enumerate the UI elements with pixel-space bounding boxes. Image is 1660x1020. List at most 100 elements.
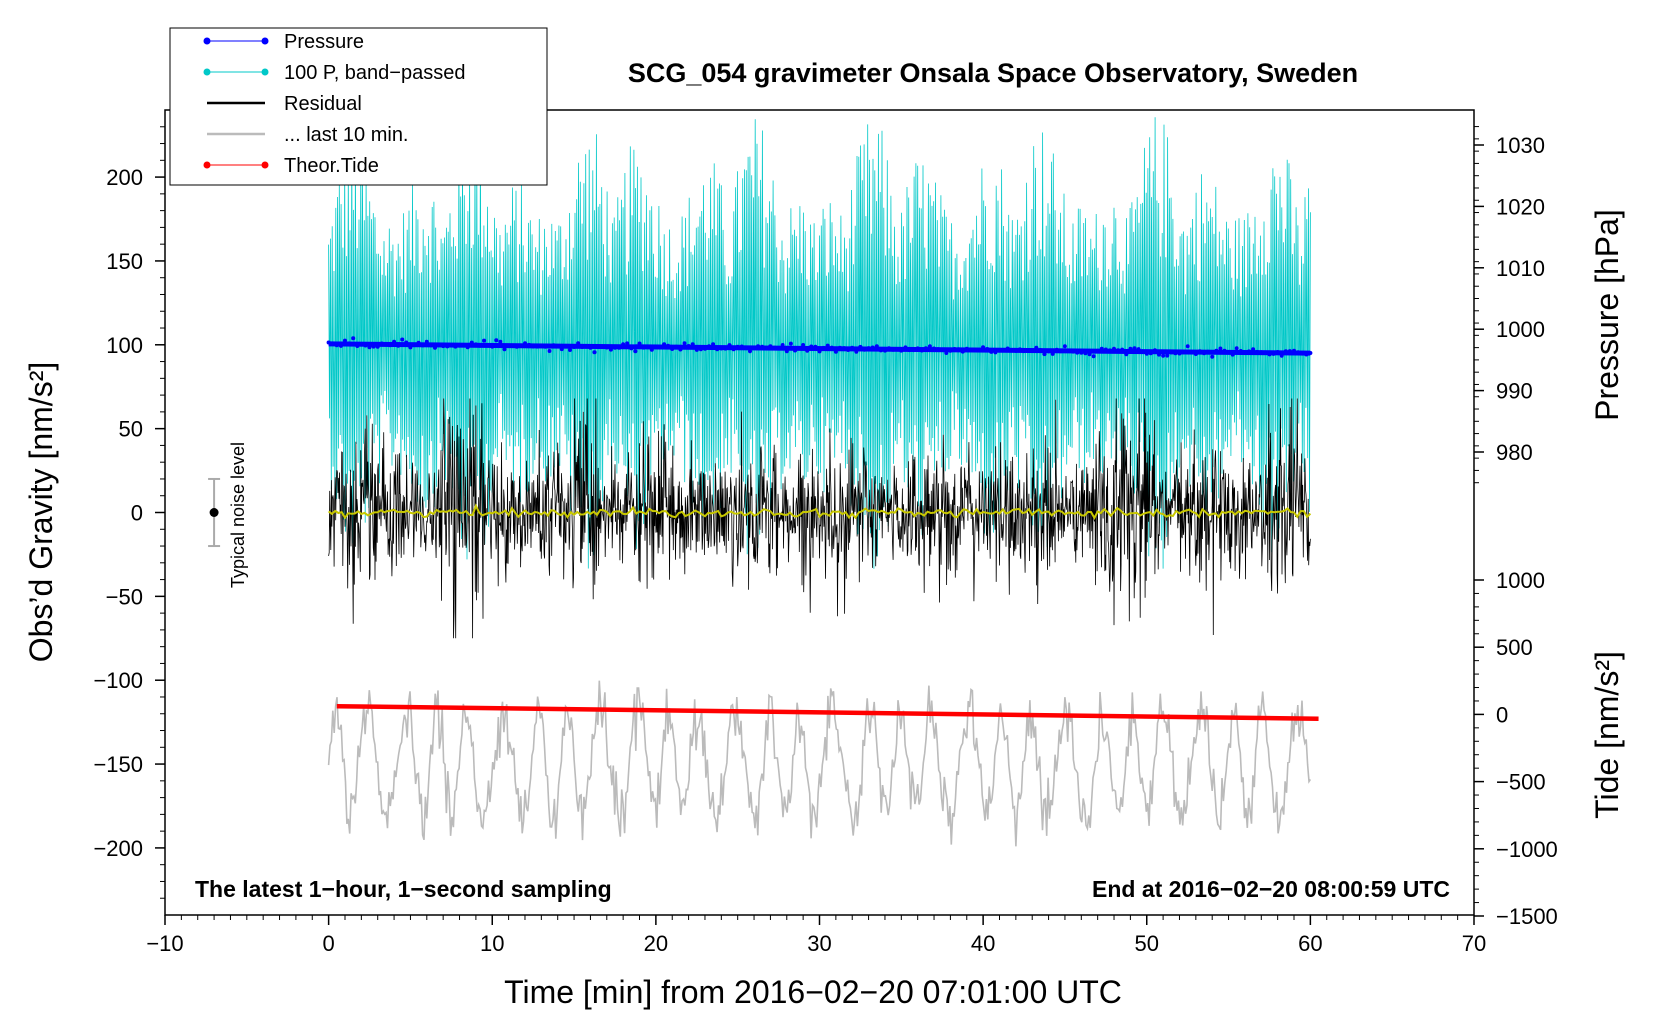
pressure-point	[932, 346, 936, 351]
pressure-point	[1144, 351, 1149, 356]
x-tick-label: 70	[1462, 931, 1486, 956]
pressure-point	[649, 347, 654, 352]
pressure-point	[383, 342, 388, 347]
pressure-point	[592, 350, 597, 355]
left-y-tick-label: −200	[93, 836, 143, 861]
pressure-point	[572, 345, 577, 349]
pressure-point	[707, 344, 712, 349]
pressure-point	[637, 341, 642, 346]
pressure-point	[355, 344, 360, 348]
tide-tick-label: 0	[1496, 702, 1508, 727]
x-axis-title: Time [min] from 2016−02−20 07:01:00 UTC	[504, 974, 1122, 1010]
pressure-point	[1279, 353, 1284, 358]
legend-dot	[203, 68, 211, 76]
pressure-point	[1287, 349, 1292, 354]
pressure-point	[686, 344, 691, 348]
tide-tick-label: −1000	[1496, 837, 1558, 862]
pressure-point	[1001, 348, 1006, 353]
pressure-point	[412, 343, 417, 348]
pressure-point	[1189, 350, 1194, 355]
pressure-point	[1034, 345, 1039, 350]
noise-indicator	[208, 477, 221, 548]
pressure-point	[478, 343, 482, 348]
pressure-point	[772, 345, 777, 350]
legend-label: ... last 10 min.	[284, 124, 409, 146]
pressure-point	[899, 348, 904, 353]
pressure-point	[870, 345, 875, 350]
pressure-point	[617, 345, 622, 350]
pressure-point	[907, 348, 912, 353]
pressure-point	[514, 344, 519, 349]
pressure-point	[1071, 349, 1076, 354]
x-tick-label: −10	[146, 931, 183, 956]
pressure-point	[1152, 348, 1157, 353]
pressure-point	[543, 344, 548, 349]
pressure-point	[756, 344, 761, 349]
pressure-point	[760, 344, 765, 349]
legend-dot	[261, 37, 269, 45]
x-tick-label: 30	[807, 931, 831, 956]
pressure-point	[678, 347, 683, 352]
pressure-point	[1283, 349, 1288, 354]
pressure-point	[911, 348, 916, 353]
tide-axis-title: Tide [nm/s²]	[1589, 651, 1625, 819]
x-tick-label: 60	[1298, 931, 1322, 956]
pressure-point	[703, 346, 707, 351]
pressure-point	[948, 348, 953, 353]
pressure-axis-title: Pressure [hPa]	[1589, 209, 1625, 421]
pressure-point	[1267, 352, 1272, 357]
pressure-point	[670, 347, 675, 351]
pressure-point	[1210, 354, 1215, 359]
pressure-point	[768, 344, 773, 349]
pressure-point	[788, 341, 793, 346]
pressure-point	[379, 341, 384, 346]
pressure-point	[1197, 349, 1202, 354]
pressure-point	[1304, 352, 1309, 357]
pressure-point	[1157, 352, 1161, 357]
pressure-point	[887, 346, 891, 351]
pressure-point	[608, 347, 613, 352]
x-tick-label: 0	[323, 931, 335, 956]
pressure-point	[1022, 349, 1026, 354]
pressure-point	[396, 343, 401, 348]
bandpassed-series	[328, 117, 1311, 569]
pressure-point	[551, 343, 556, 348]
pressure-point	[465, 345, 470, 350]
pressure-point	[633, 349, 638, 354]
pressure-point	[1263, 350, 1268, 355]
pressure-point	[343, 338, 347, 343]
pressure-point	[506, 343, 511, 348]
pressure-axis: 1030 1020 1010 1000 990 980	[1474, 126, 1545, 484]
legend: Pressure 100 P, band−passed Residual ... la…	[169, 27, 548, 186]
pressure-point	[1124, 352, 1129, 357]
left-y-tick-label: −50	[106, 584, 143, 609]
pressure-point	[748, 349, 752, 354]
pressure-point	[727, 343, 732, 348]
pressure-point	[1062, 344, 1067, 349]
pressure-point	[527, 342, 532, 347]
pressure-point	[568, 348, 572, 352]
residual-line	[328, 398, 1311, 639]
pressure-point	[895, 347, 900, 352]
pressure-point	[645, 345, 650, 350]
pressure-tick-label: 990	[1496, 379, 1533, 404]
pressure-point	[989, 349, 994, 354]
pressure-point	[371, 344, 376, 349]
tide-tick-label: 1000	[1496, 568, 1545, 593]
pressure-point	[838, 345, 842, 350]
pressure-point	[866, 346, 871, 351]
pressure-point	[653, 344, 658, 349]
pressure-point	[547, 349, 552, 353]
pressure-point	[363, 343, 368, 348]
pressure-point	[842, 346, 846, 351]
pressure-point	[666, 343, 671, 348]
pressure-point	[1177, 351, 1182, 356]
pressure-point	[1222, 348, 1227, 353]
pressure-point	[367, 345, 372, 350]
pressure-point	[535, 344, 540, 349]
pressure-point	[498, 339, 503, 344]
pressure-point	[408, 345, 413, 350]
legend-label: Theor.Tide	[284, 155, 379, 177]
pressure-point	[604, 345, 609, 350]
pressure-point	[1255, 349, 1260, 354]
